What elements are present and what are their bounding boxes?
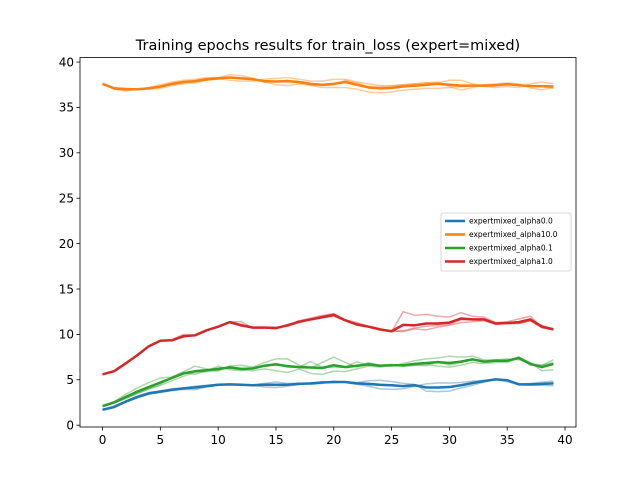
y-tick-label: 10	[59, 328, 74, 342]
chart-title: Training epochs results for train_loss (…	[135, 38, 520, 54]
y-tick-label: 25	[59, 192, 74, 206]
y-tick-label: 30	[59, 146, 74, 160]
x-tick-label: 5	[157, 433, 165, 447]
legend-label: expertmixed_alpha0.0	[469, 217, 553, 226]
x-tick-label: 20	[326, 433, 341, 447]
x-tick-label: 35	[500, 433, 515, 447]
x-tick-label: 15	[268, 433, 283, 447]
legend-label: expertmixed_alpha1.0	[469, 257, 553, 266]
y-tick-label: 0	[66, 418, 74, 432]
series-2-run-1-line	[102, 356, 554, 407]
y-tick-label: 20	[59, 237, 74, 251]
y-tick-label: 35	[59, 101, 74, 115]
y-tick-label: 15	[59, 282, 74, 296]
plot-area-frame	[79, 57, 577, 428]
x-tick-label: 40	[557, 433, 572, 447]
y-tick-label: 40	[59, 55, 74, 69]
x-tick-label: 30	[442, 433, 457, 447]
lines-layer	[102, 73, 554, 411]
series-2-mean-line	[102, 356, 554, 408]
series-1-mean-line	[102, 76, 554, 91]
x-tick-label: 10	[211, 433, 226, 447]
y-tick-label: 5	[66, 373, 74, 387]
x-tick-label: 25	[384, 433, 399, 447]
legend-box	[440, 212, 572, 272]
x-tick-label: 0	[99, 433, 107, 447]
series-0-mean-line	[102, 378, 554, 411]
legend-label: expertmixed_alpha10.0	[469, 230, 558, 239]
series-2-run-0-line	[102, 355, 554, 407]
series-3-mean-line	[102, 313, 554, 376]
legend-label: expertmixed_alpha0.1	[469, 244, 553, 253]
legend: expertmixed_alpha0.0 expertmixed_alpha10.…	[440, 212, 572, 272]
axes-layer: 0 5 10 15 20 25 30 35 40 0 5 10 15 20 25 30 35 40	[59, 55, 573, 447]
